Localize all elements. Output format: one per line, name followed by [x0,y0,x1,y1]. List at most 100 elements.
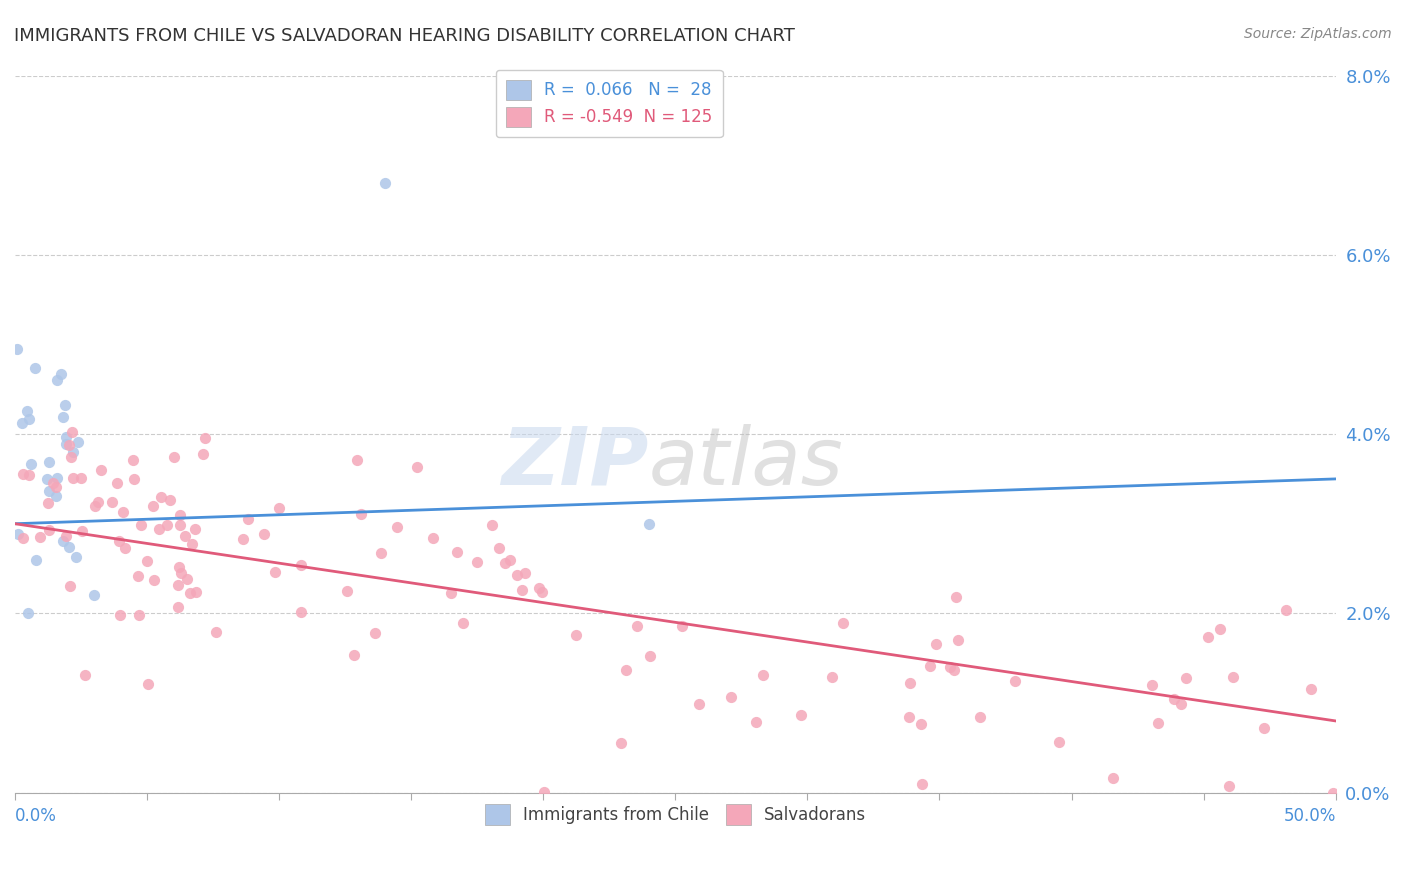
Point [148,522,170,536]
Point [290,605,312,619]
Point [290,558,312,573]
Point [11,416,34,430]
Text: 50.0%: 50.0% [1284,807,1336,825]
Point [105,476,128,491]
Point [55,437,77,451]
Point [18,467,41,482]
Legend: Immigrants from Chile, Salvadorans: Immigrants from Chile, Salvadorans [475,794,876,835]
Point [25,552,48,566]
Point [111,505,134,519]
Point [513,566,536,580]
Point [943,664,966,678]
Point [1004,673,1026,688]
Point [127,569,149,583]
Point [136,554,159,568]
Point [38,455,60,469]
Point [831,615,853,630]
Point [1197,630,1219,644]
Point [911,777,934,791]
Point [1322,786,1344,800]
Point [183,522,205,536]
Point [15,404,38,418]
Point [45,479,67,493]
Point [969,710,991,724]
Point [910,716,932,731]
Point [946,632,969,647]
Point [346,453,368,467]
Point [170,566,193,581]
Point [179,586,201,600]
Point [626,619,648,633]
Point [688,697,710,711]
Point [236,512,259,526]
Point [83,589,105,603]
Point [789,707,811,722]
Point [138,677,160,691]
Point [55,529,77,543]
Point [176,572,198,586]
Point [46,471,69,485]
Point [150,490,173,504]
Point [159,493,181,508]
Point [1274,603,1296,617]
Point [821,670,844,684]
Point [49,367,72,381]
Point [446,545,468,559]
Point [122,472,145,486]
Point [263,565,285,579]
Point [370,546,392,560]
Point [55,430,77,444]
Point [58,438,80,452]
Point [28,530,51,544]
Point [336,584,359,599]
Text: atlas: atlas [650,424,844,502]
Point [51,409,73,424]
Point [638,516,661,531]
Point [65,550,87,565]
Point [58,540,80,554]
Point [62,471,84,485]
Text: ZIP: ZIP [502,424,650,502]
Point [11,467,34,482]
Point [610,736,633,750]
Point [1047,735,1070,749]
Point [671,618,693,632]
Point [69,471,91,485]
Point [38,523,60,537]
Point [564,628,586,642]
Point [422,531,444,545]
Point [169,518,191,533]
Point [121,453,143,467]
Point [527,582,550,596]
Point [1209,622,1232,636]
Point [35,472,58,486]
Point [167,578,190,592]
Point [616,663,638,677]
Point [193,447,215,461]
Point [167,560,190,574]
Point [385,519,408,533]
Point [18,412,41,426]
Point [364,626,387,640]
Point [499,553,522,567]
Text: Source: ZipAtlas.com: Source: ZipAtlas.com [1244,27,1392,41]
Point [66,435,89,450]
Point [128,607,150,622]
Point [52,533,75,548]
Point [1218,779,1240,793]
Point [53,398,76,412]
Point [166,599,188,614]
Point [204,625,226,640]
Point [186,585,208,599]
Point [533,785,555,799]
Point [38,484,60,499]
Point [24,361,46,376]
Point [374,176,396,190]
Point [451,615,474,630]
Point [131,517,153,532]
Point [20,457,42,471]
Point [898,710,921,724]
Point [945,591,967,605]
Point [59,450,82,464]
Point [465,555,488,569]
